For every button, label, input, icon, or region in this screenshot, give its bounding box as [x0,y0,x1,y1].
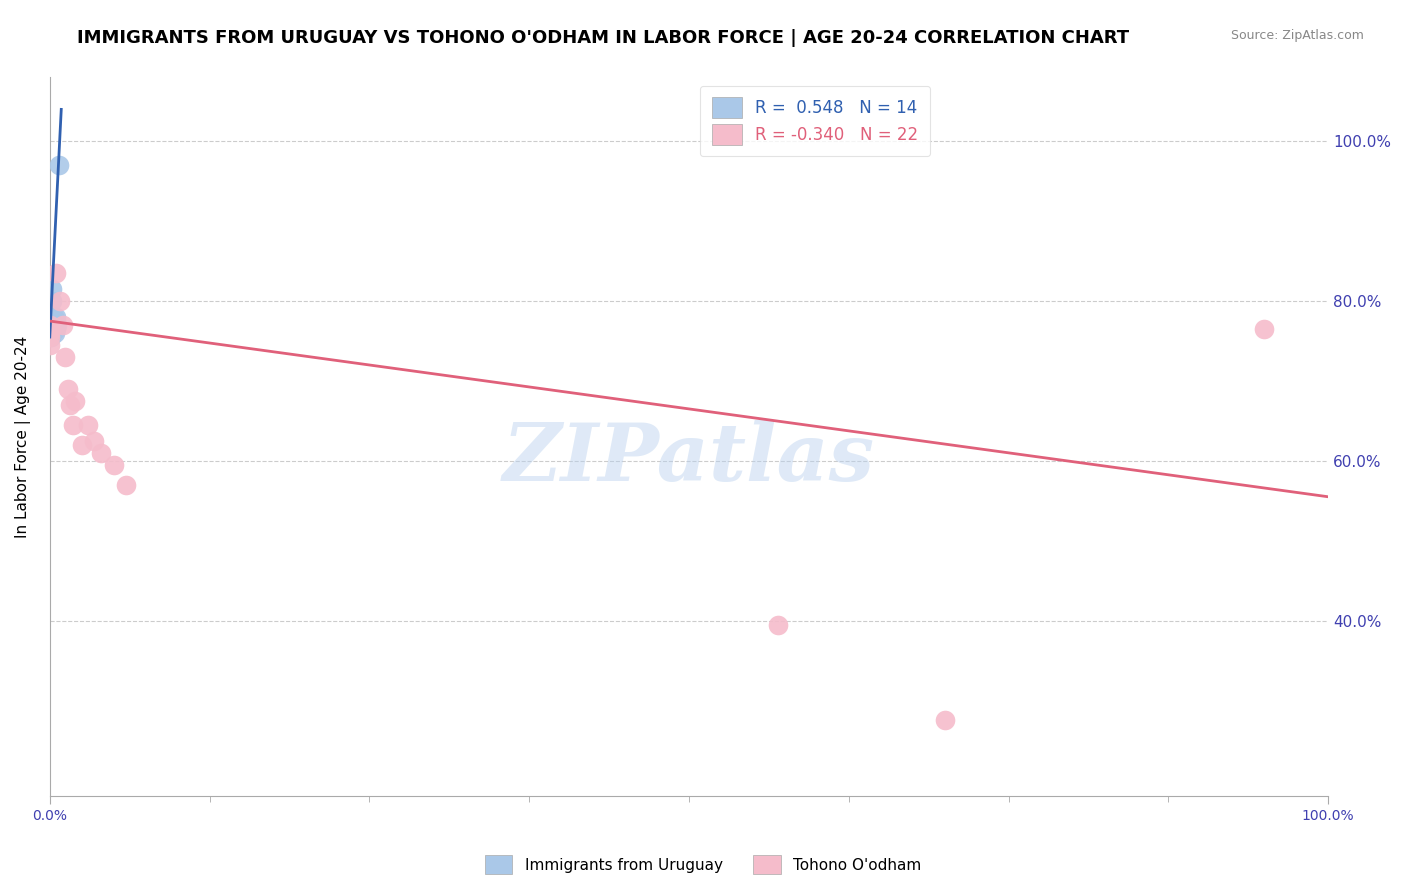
Point [56,382,79,396]
Point [46,318,69,332]
Y-axis label: In Labor Force | Age 20-24: In Labor Force | Age 20-24 [15,335,31,538]
Point [53,350,76,364]
Point [62,417,84,432]
Point [45,322,67,336]
Point [65,393,87,408]
Text: ZIPatlas: ZIPatlas [503,419,875,497]
Point [42,314,65,328]
Point [49,294,72,309]
Point [45,266,67,280]
Point [934,714,956,728]
Text: Source: ZipAtlas.com: Source: ZipAtlas.com [1230,29,1364,43]
Point [45,314,67,328]
Point [38,338,60,352]
Point [38,330,60,344]
Point [768,617,790,632]
Legend: R =  0.548   N = 14, R = -0.340   N = 22: R = 0.548 N = 14, R = -0.340 N = 22 [700,86,929,156]
Point [70,438,93,452]
Point [103,458,125,472]
Point [41,282,63,296]
Legend: Immigrants from Uruguay, Tohono O'odham: Immigrants from Uruguay, Tohono O'odham [479,849,927,880]
Point [42,310,65,324]
Point [51,318,73,332]
Point [77,417,100,432]
Point [115,477,138,491]
Point [45,310,67,324]
Point [83,434,105,448]
Point [38,322,60,336]
Point [38,326,60,340]
Point [1253,322,1275,336]
Point [41,294,63,309]
Point [90,446,112,460]
Point [42,318,65,332]
Text: IMMIGRANTS FROM URUGUAY VS TOHONO O'ODHAM IN LABOR FORCE | AGE 20-24 CORRELATION: IMMIGRANTS FROM URUGUAY VS TOHONO O'ODHA… [77,29,1129,47]
Point [38,318,60,332]
Point [44,322,66,336]
Point [39,330,62,344]
Point [59,398,82,412]
Point [44,326,66,340]
Point [44,318,66,332]
Point [48,158,70,172]
